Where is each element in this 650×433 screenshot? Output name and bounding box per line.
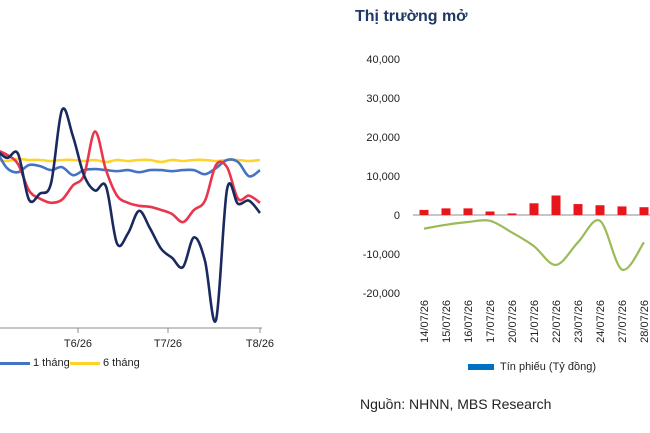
x-tick-label: 27/07/26 <box>617 300 629 343</box>
right-chart-plot: -20,000 -10,000 0 10,000 20,000 30,000 40,000 1… <box>363 54 650 343</box>
y-tick-label: 10,000 <box>366 171 400 183</box>
right-chart-legend: Tín phiếu (Tỷ đồng) <box>468 361 596 373</box>
legend-label-1-thang: 1 tháng <box>33 357 70 369</box>
y-tick-label: 30,000 <box>366 93 400 105</box>
bar <box>573 204 583 215</box>
chart-title: Thị trường mở <box>355 8 468 25</box>
legend-label-6-thang: 6 tháng <box>103 357 140 369</box>
source-note: Nguồn: NHNN, MBS Research <box>360 396 552 412</box>
x-tick-label: 21/07/26 <box>529 300 541 343</box>
bar <box>639 207 649 215</box>
x-tick-label: 23/07/26 <box>573 300 585 343</box>
x-tick-label: 22/07/26 <box>551 300 563 343</box>
right-open-market-chart: Thị trường mở -20,000 -10,000 0 10,000 20,00… <box>340 0 650 433</box>
x-tick-label: 24/07/26 <box>595 300 607 343</box>
y-tick-label: -20,000 <box>363 288 400 300</box>
bar <box>485 211 495 215</box>
legend-label-tin-phieu: Tín phiếu (Tỷ đồng) <box>500 361 596 373</box>
legend-swatch-tin-phieu <box>468 364 494 371</box>
series-line <box>423 219 645 271</box>
x-tick-label: 14/07/26 <box>419 300 431 343</box>
bar <box>529 203 539 215</box>
y-tick-label: 40,000 <box>366 54 400 66</box>
x-tick-label: 17/07/26 <box>485 300 497 343</box>
bar <box>551 195 561 215</box>
legend-swatch-6-thang <box>70 361 100 365</box>
legend-item-6-thang: 6 tháng <box>70 357 140 369</box>
legend-item-1-thang: 1 tháng <box>0 357 70 369</box>
y-tick-label: -10,000 <box>363 249 400 261</box>
bar <box>463 208 473 215</box>
x-tick-label: T8/26 <box>246 338 274 350</box>
x-tick-label: 28/07/26 <box>639 300 650 343</box>
series-line <box>0 154 261 178</box>
series-line <box>0 107 262 323</box>
bar <box>419 209 429 215</box>
bar <box>507 213 517 215</box>
x-tick-label: 16/07/26 <box>463 300 475 343</box>
series-line <box>0 157 261 164</box>
x-tick-label: T7/26 <box>154 338 182 350</box>
bar <box>441 208 451 215</box>
legend-swatch-1-thang <box>0 361 30 365</box>
x-tick-label: 20/07/26 <box>507 300 519 343</box>
bar <box>595 205 605 215</box>
left-line-chart: T6/26 T7/26 T8/26 1 tháng 6 tháng <box>0 0 300 400</box>
left-chart-plot: T6/26 T7/26 T8/26 <box>0 107 274 350</box>
bar <box>617 206 627 215</box>
x-tick-label: T6/26 <box>64 338 92 350</box>
series-line <box>0 130 261 224</box>
y-tick-label: 20,000 <box>366 132 400 144</box>
y-tick-label: 0 <box>394 210 400 222</box>
x-tick-label: 15/07/26 <box>441 300 453 343</box>
